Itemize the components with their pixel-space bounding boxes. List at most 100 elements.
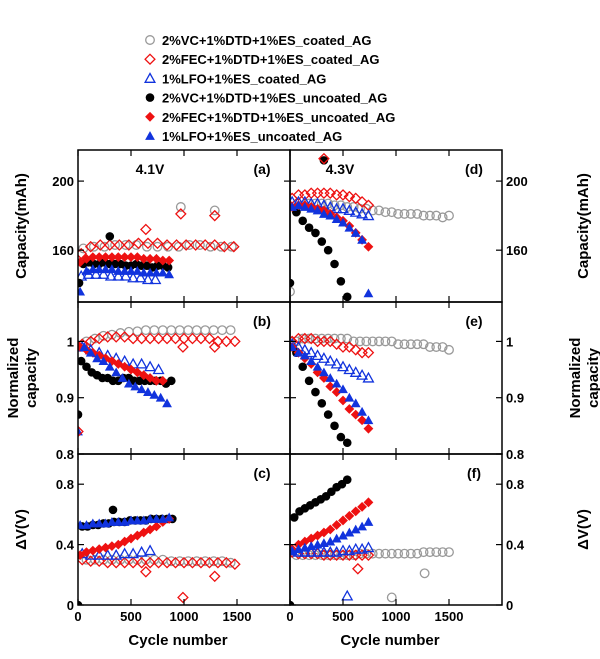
data-point — [374, 205, 384, 216]
legend-marker — [145, 131, 155, 140]
data-point — [145, 373, 155, 383]
data-point — [338, 530, 348, 540]
data-point — [82, 362, 91, 372]
data-point — [319, 209, 329, 218]
data-point — [319, 367, 329, 377]
data-point — [110, 331, 122, 343]
data-point — [325, 373, 336, 382]
data-point — [208, 239, 221, 251]
data-point — [144, 332, 156, 345]
data-point — [367, 336, 378, 347]
data-point — [380, 548, 391, 559]
data-point — [349, 542, 362, 554]
y-axis-label-left: ΔV(V) — [13, 509, 30, 550]
data-point — [119, 269, 132, 281]
data-point — [312, 367, 323, 378]
data-point — [424, 210, 435, 221]
data-point — [319, 156, 329, 165]
data-point — [87, 545, 98, 556]
data-point — [189, 239, 202, 251]
data-point — [194, 240, 205, 250]
data-point — [331, 520, 342, 530]
data-point — [331, 378, 342, 388]
data-point — [330, 338, 343, 351]
data-point — [317, 399, 327, 408]
panel-label: (c) — [253, 465, 270, 481]
panel-markers — [78, 202, 240, 296]
data-point — [152, 363, 165, 375]
data-point — [164, 255, 175, 266]
data-point — [100, 264, 111, 274]
data-point — [418, 339, 429, 350]
y-tick-label: 1 — [67, 334, 74, 349]
panel-markers — [290, 152, 454, 302]
data-point — [363, 241, 374, 252]
data-point — [419, 568, 430, 579]
data-point — [292, 189, 305, 201]
data-point — [140, 223, 152, 236]
data-point — [318, 152, 330, 165]
data-point — [431, 342, 442, 352]
y-tick-label: 0.8 — [56, 447, 74, 462]
voltage-label: 4.1V — [136, 161, 165, 177]
data-point — [78, 550, 86, 561]
data-point — [380, 336, 391, 347]
data-point — [336, 544, 350, 556]
data-point — [216, 241, 227, 252]
data-point — [338, 217, 348, 227]
legend-marker — [144, 53, 156, 66]
data-point — [141, 241, 152, 252]
data-point — [191, 325, 202, 336]
legend-marker — [145, 93, 155, 102]
data-point — [330, 357, 343, 369]
data-point — [363, 288, 374, 298]
data-point — [166, 325, 177, 336]
panel-label: (b) — [253, 313, 271, 329]
data-point — [184, 240, 195, 250]
data-point — [225, 325, 236, 336]
data-point — [412, 548, 423, 559]
panel-c: 0 0.4 0.8 0 500 1000 1500 (c) — [56, 453, 291, 624]
data-point — [437, 212, 448, 223]
data-point — [101, 556, 114, 569]
data-point — [293, 200, 304, 210]
y-tick-label: 0.8 — [506, 447, 524, 462]
data-point — [399, 339, 410, 350]
x-axis-label: Cycle number — [128, 632, 227, 649]
data-point — [151, 514, 162, 523]
data-point — [325, 524, 336, 535]
data-point — [151, 375, 162, 386]
data-point — [84, 240, 97, 253]
data-point — [344, 527, 355, 537]
x-tick-label: 1500 — [223, 609, 252, 624]
data-point — [424, 342, 435, 352]
panel-f: 0 0.4 0.8 0 500 1000 1500 (f) — [286, 453, 525, 624]
data-point — [111, 367, 122, 377]
data-point — [145, 267, 155, 277]
data-point — [126, 266, 136, 275]
data-point — [331, 533, 342, 543]
data-point — [101, 548, 114, 560]
data-point — [180, 239, 192, 251]
data-point — [311, 349, 324, 361]
data-point — [229, 558, 241, 571]
x-tick-label: 0 — [286, 609, 293, 624]
data-point — [350, 228, 361, 237]
panel-e: 0.8 0.9 1 (e) — [289, 301, 524, 462]
data-point — [107, 252, 117, 262]
data-point — [87, 252, 98, 262]
data-point — [350, 398, 361, 408]
data-point — [149, 325, 160, 336]
data-point — [311, 187, 324, 200]
y-axis-label-right: Normalized capacity — [567, 338, 600, 419]
data-point — [186, 556, 199, 569]
data-point — [127, 271, 140, 283]
data-point — [101, 331, 114, 343]
data-point — [361, 336, 372, 347]
data-point — [157, 267, 168, 277]
data-point — [317, 237, 327, 246]
data-point — [78, 257, 86, 268]
y-axis-label-right: Capacity(mAh) — [575, 173, 592, 279]
data-point — [104, 361, 115, 371]
data-point — [337, 189, 349, 201]
